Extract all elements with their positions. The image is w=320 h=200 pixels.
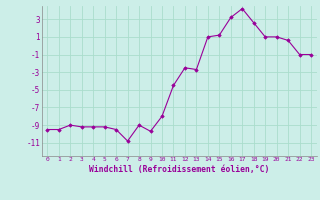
X-axis label: Windchill (Refroidissement éolien,°C): Windchill (Refroidissement éolien,°C) [89, 165, 269, 174]
